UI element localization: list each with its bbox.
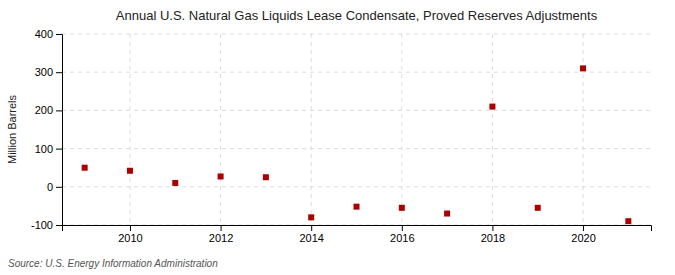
- point: [354, 204, 360, 210]
- chart-container: 2010 2012 2014 2016 2018 2020 -100 0 100 200 300 40…: [0, 0, 675, 275]
- tick: 2014: [299, 225, 323, 244]
- tick: 0: [47, 181, 62, 193]
- tick-label: 2010: [118, 232, 142, 244]
- tick-label: 2016: [390, 232, 414, 244]
- grid: [62, 34, 651, 225]
- point: [580, 65, 586, 71]
- point: [218, 173, 224, 179]
- tick: 300: [35, 66, 62, 78]
- point: [127, 168, 133, 174]
- tick: 2018: [481, 225, 505, 244]
- grid-line-y: [62, 34, 651, 35]
- tick: 2012: [209, 225, 233, 244]
- y-axis-label: Million Barrels: [6, 94, 18, 164]
- point: [172, 180, 178, 186]
- point: [444, 211, 450, 217]
- grid-line-x: [129, 34, 130, 225]
- point: [399, 205, 405, 211]
- tick-label: 0: [47, 181, 53, 193]
- grid-line-x: [492, 34, 493, 225]
- tick-label: 2014: [299, 232, 323, 244]
- point: [82, 165, 88, 171]
- point: [535, 205, 541, 211]
- title: Annual U.S. Natural Gas Liquids Lease Co…: [116, 8, 598, 23]
- tick: 100: [35, 143, 62, 155]
- tick-mark: [56, 187, 62, 188]
- tick-mark: [56, 225, 62, 226]
- tick-mark: [583, 225, 584, 231]
- annotation: Source: U.S. Energy Information Administ…: [8, 258, 218, 269]
- axis-domain: [56, 35, 63, 226]
- tick-label: 300: [35, 66, 53, 78]
- tick-label: 2020: [571, 232, 595, 244]
- tick-mark: [311, 225, 312, 231]
- tick-label: -100: [31, 219, 53, 231]
- grid-line-y: [62, 110, 651, 111]
- tick-label: 100: [35, 143, 53, 155]
- grid-line-y: [62, 72, 651, 73]
- grid-line-x: [311, 34, 312, 225]
- tick-mark: [56, 149, 62, 150]
- tick: 2016: [390, 225, 414, 244]
- point: [625, 218, 631, 224]
- tick-label: 200: [35, 104, 53, 116]
- tick-mark: [492, 225, 493, 231]
- tick: 2020: [571, 225, 595, 244]
- tick-label: 2012: [209, 232, 233, 244]
- x-axis: 2010 2012 2014 2016 2018 2020: [63, 225, 652, 244]
- grid-line-x: [583, 34, 584, 225]
- tick-label: 2018: [481, 232, 505, 244]
- points: [82, 65, 632, 224]
- tick-label: 400: [35, 28, 53, 40]
- plot-area: 2010 2012 2014 2016 2018 2020 -100 0 100 200 300 40…: [31, 28, 652, 244]
- tick: 2010: [118, 225, 142, 244]
- grid-line-y: [62, 186, 651, 187]
- grid-line-x: [401, 34, 402, 225]
- tick-mark: [130, 225, 131, 231]
- point: [308, 214, 314, 220]
- y-axis: -100 0 100 200 300 400: [31, 28, 63, 231]
- tick-mark: [221, 225, 222, 231]
- grid-line-y: [62, 148, 651, 149]
- tick-mark: [56, 34, 62, 35]
- grid-line-x: [220, 34, 221, 225]
- point: [263, 174, 269, 180]
- tick: 400: [35, 28, 62, 40]
- axis-domain: [63, 226, 652, 232]
- point: [489, 104, 495, 110]
- tick-mark: [402, 225, 403, 231]
- tick-mark: [56, 110, 62, 111]
- tick-mark: [56, 72, 62, 73]
- tick: 200: [35, 104, 62, 116]
- tick: -100: [31, 219, 62, 231]
- chart-svg: 2010 2012 2014 2016 2018 2020 -100 0 100 200 300 40…: [0, 0, 675, 275]
